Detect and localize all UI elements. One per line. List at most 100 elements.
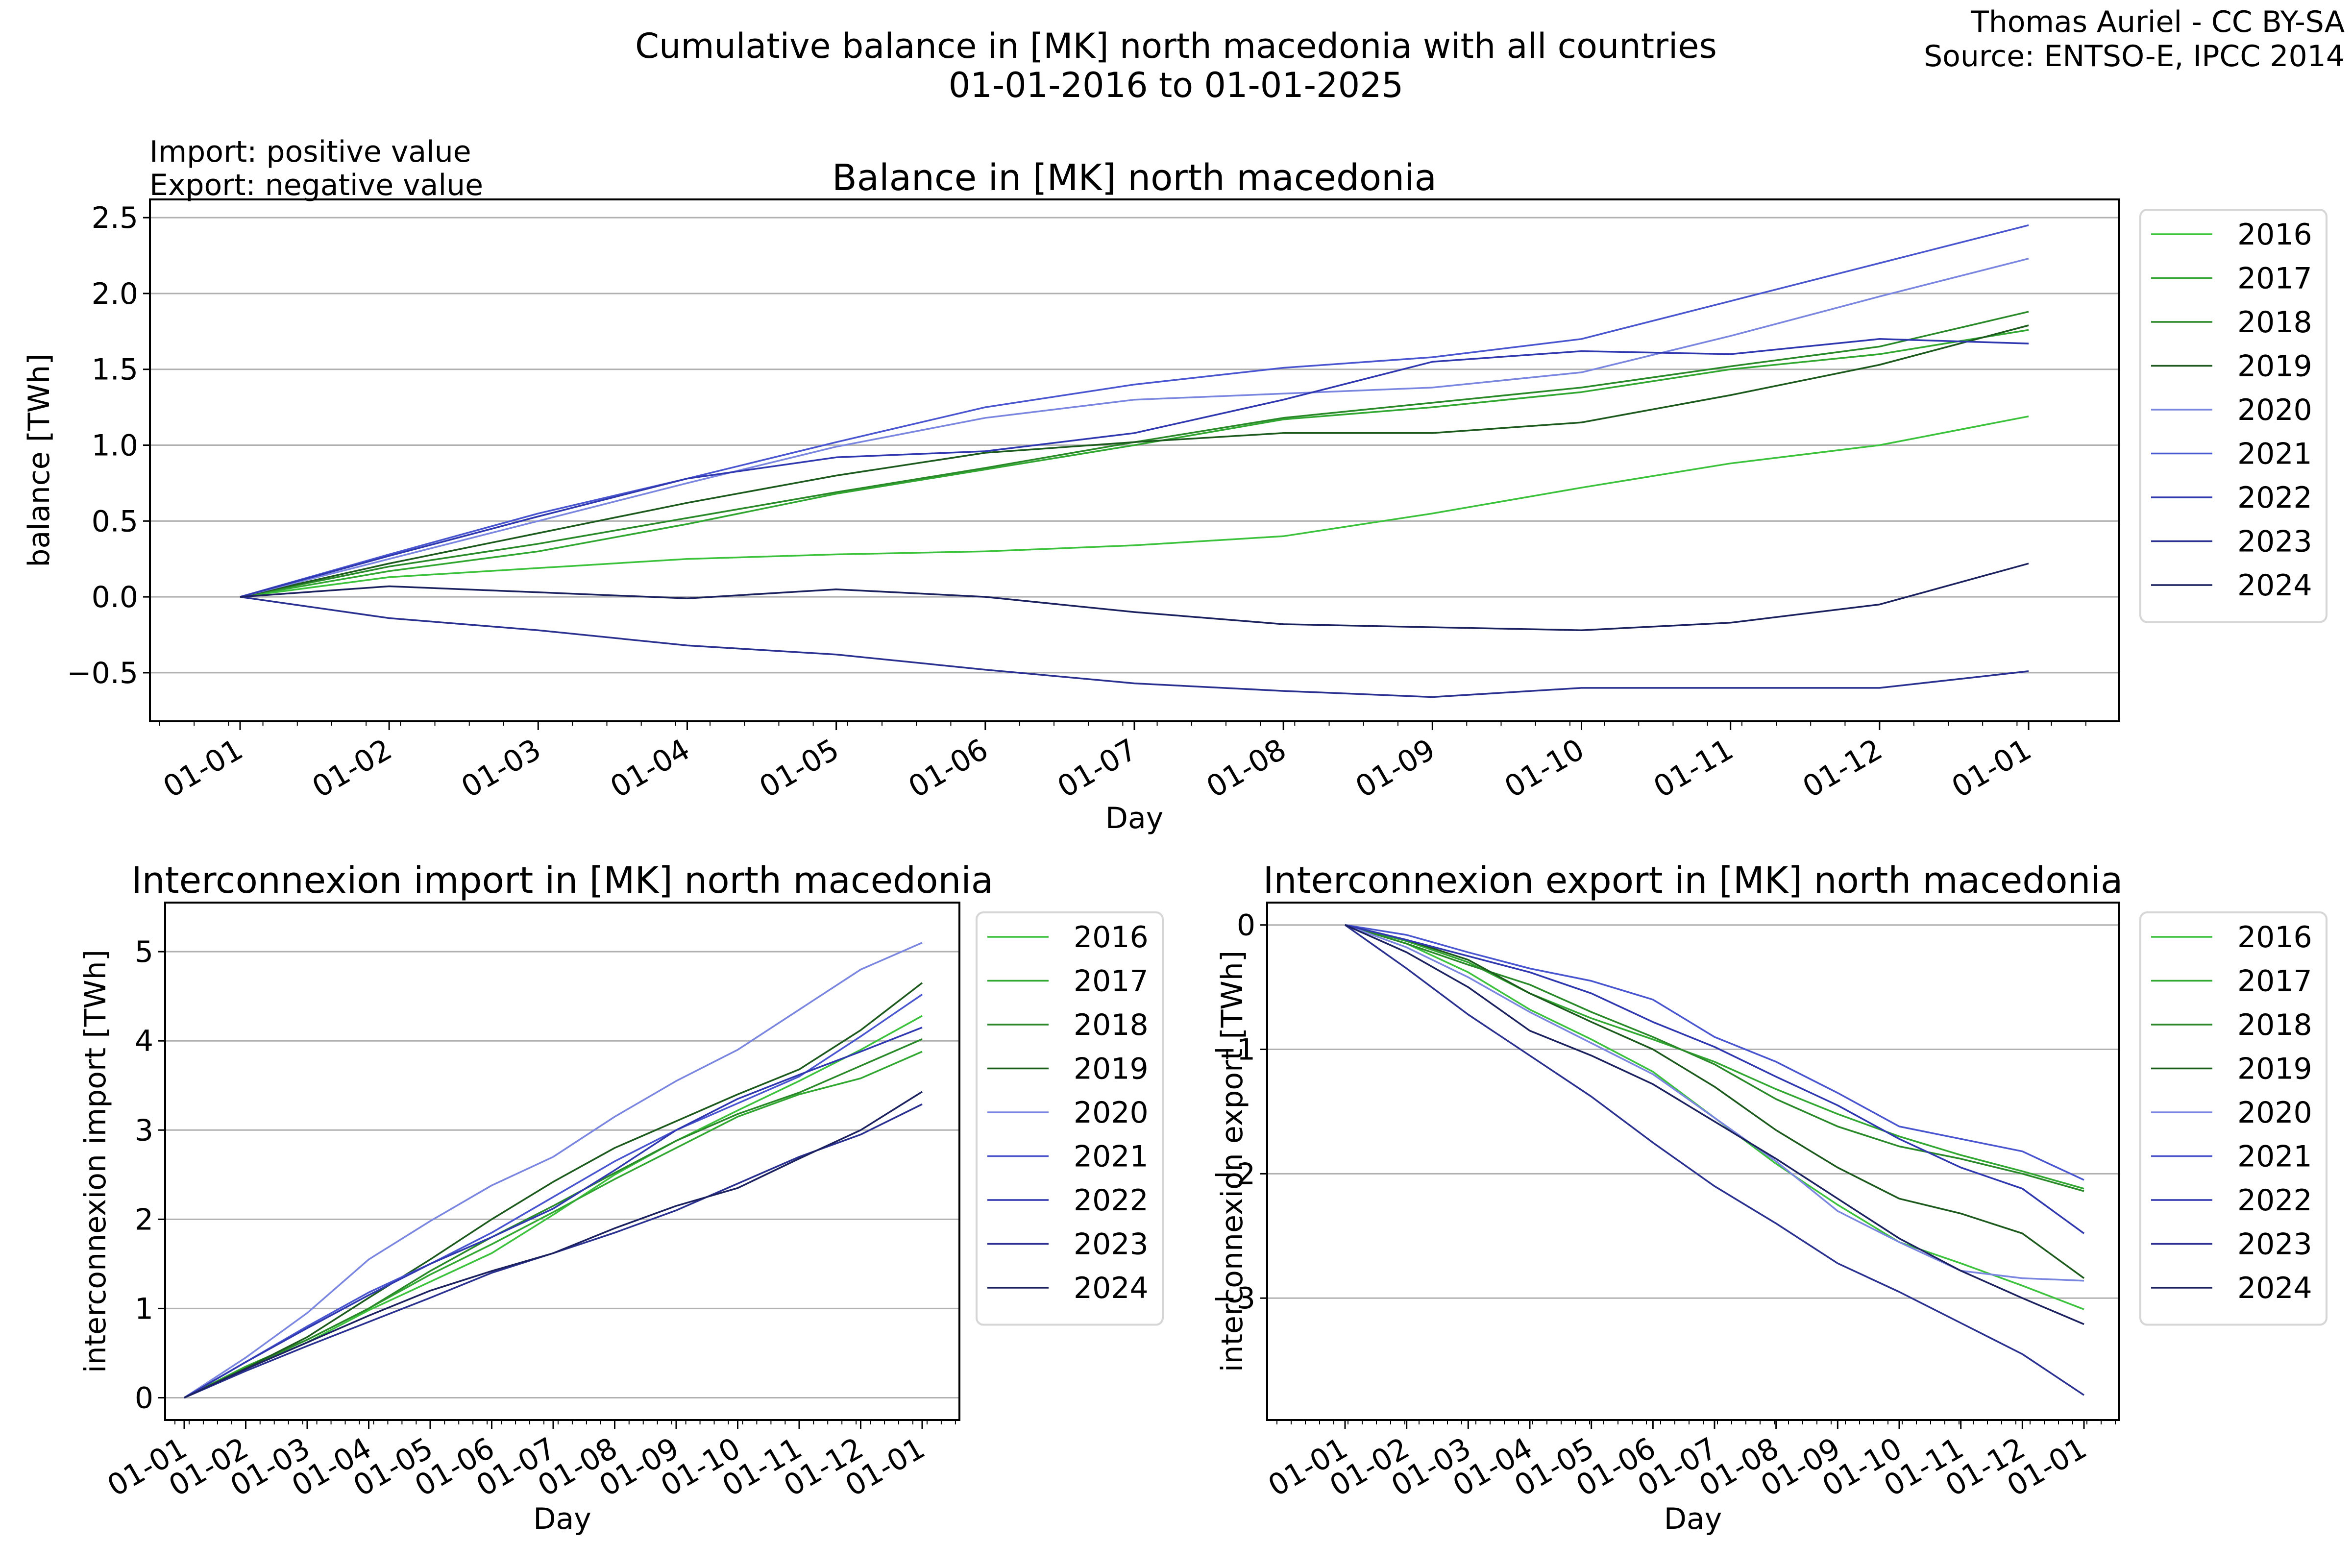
y-tick-label: 2.0 xyxy=(92,277,138,311)
series-line-2023 xyxy=(240,596,2029,698)
legend-label: 2022 xyxy=(2237,1183,2312,1218)
y-tick-label: 3 xyxy=(135,1113,153,1148)
note-import: Import: positive value xyxy=(149,135,471,169)
y-tick-label: 2 xyxy=(135,1202,153,1237)
y-tick-label: 5 xyxy=(135,935,153,969)
legend-item: 2023 xyxy=(2151,1227,2312,1262)
y-axis-label: interconnexion import [TWh] xyxy=(78,950,113,1373)
legend-item: 2021 xyxy=(2151,1140,2312,1174)
legend-item: 2021 xyxy=(987,1140,1149,1174)
y-tick-label: 2.5 xyxy=(92,201,138,235)
y-tick-label: −3 xyxy=(1212,1281,1255,1316)
legend-item: 2019 xyxy=(2151,1052,2312,1086)
legend-label: 2020 xyxy=(2237,393,2312,427)
legend: 2016 2017 2018 2019 2020 2021 2022 2023 2024 xyxy=(976,911,1164,1326)
legend-item: 2019 xyxy=(2151,349,2312,384)
series-line-2020 xyxy=(184,942,923,1398)
x-tick-label: 01-01 xyxy=(1946,732,2037,805)
plot-frame xyxy=(149,198,2120,722)
series-line-2021 xyxy=(1345,924,2084,1181)
legend-label: 2022 xyxy=(1074,1183,1149,1218)
chart-title: Interconnexion import in [MK] north mace… xyxy=(131,859,993,902)
legend-label: 2016 xyxy=(2237,218,2312,252)
legend-item: 2020 xyxy=(2151,393,2312,427)
legend-item: 2022 xyxy=(2151,481,2312,515)
legend-label: 2018 xyxy=(2237,1008,2312,1042)
x-tick-label: 01-04 xyxy=(605,732,696,805)
balance-chart: −0.5 0.0 0.5 1.0 1.5 2.0 2.5 01-01 01-02 01-03 01-… xyxy=(22,157,2328,835)
x-tick-label: 01-10 xyxy=(1499,732,1590,805)
series-line-2016 xyxy=(240,415,2029,598)
legend-label: 2016 xyxy=(2237,920,2312,955)
y-tick-label: 0 xyxy=(135,1381,153,1415)
legend-item: 2023 xyxy=(2151,525,2312,559)
y-tick-label: 0.0 xyxy=(92,580,138,614)
legend-item: 2018 xyxy=(2151,1008,2312,1042)
legend-label: 2018 xyxy=(1074,1008,1149,1042)
x-tick-label: 01-08 xyxy=(1201,732,1292,805)
x-tick-label: 01-01 xyxy=(158,732,249,805)
y-tick-label: −1 xyxy=(1212,1033,1255,1067)
series-line-2018 xyxy=(240,311,2029,598)
credit-source: Source: ENTSO-E, IPCC 2014 xyxy=(1924,39,2345,74)
series-line-2020 xyxy=(240,258,2029,598)
legend-item: 2018 xyxy=(987,1008,1149,1042)
legend-label: 2023 xyxy=(2237,1227,2312,1262)
series-line-2022 xyxy=(184,1027,923,1399)
legend-item: 2022 xyxy=(2151,1183,2312,1218)
legend-item: 2024 xyxy=(2151,568,2312,603)
series-line-2018 xyxy=(184,1038,923,1399)
legend-label: 2019 xyxy=(1074,1052,1149,1086)
plot-frame xyxy=(164,902,960,1421)
legend-label: 2021 xyxy=(2237,437,2312,471)
series-line-2020 xyxy=(1345,924,2084,1282)
x-tick-label: 01-06 xyxy=(903,732,994,805)
series-line-2022 xyxy=(1345,924,2085,1234)
legend: 2016 2017 2018 2019 2020 2021 2022 2023 2024 xyxy=(2139,209,2328,623)
legend-label: 2019 xyxy=(2237,1052,2312,1086)
legend-label: 2019 xyxy=(2237,349,2312,384)
chart-title: Balance in [MK] north macedonia xyxy=(832,157,1437,199)
legend-item: 2024 xyxy=(987,1271,1149,1305)
legend-label: 2023 xyxy=(2237,525,2312,559)
series-line-2023 xyxy=(1344,924,2084,1396)
legend-label: 2023 xyxy=(1074,1227,1149,1262)
series-line-2024 xyxy=(1345,924,2084,1325)
legend-frame xyxy=(2139,209,2328,623)
x-tick-label: 01-07 xyxy=(1052,732,1143,805)
legend-label: 2024 xyxy=(2237,568,2312,603)
x-tick-label: 01-02 xyxy=(307,732,398,805)
y-axis-label: balance [TWh] xyxy=(22,353,56,567)
legend-item: 2024 xyxy=(2151,1271,2312,1305)
credit-author: Thomas Auriel - CC BY-SA xyxy=(1970,5,2345,39)
legend-item: 2016 xyxy=(2151,218,2312,252)
legend-item: 2019 xyxy=(987,1052,1149,1086)
y-tick-label: 1 xyxy=(135,1292,153,1326)
legend-item: 2017 xyxy=(2151,262,2312,296)
legend-frame xyxy=(2139,911,2328,1326)
legend-label: 2024 xyxy=(2237,1271,2312,1305)
series-line-2017 xyxy=(240,329,2029,598)
legend-label: 2017 xyxy=(2237,262,2312,296)
legend-item: 2020 xyxy=(2151,1096,2312,1130)
series-line-2019 xyxy=(240,324,2029,598)
legend-label: 2024 xyxy=(1074,1271,1149,1305)
legend-item: 2021 xyxy=(2151,437,2312,471)
series-line-2018 xyxy=(1345,924,2084,1192)
series-line-2024 xyxy=(240,563,2029,631)
series-line-2023 xyxy=(184,1103,923,1399)
series-line-2021 xyxy=(184,994,923,1399)
legend-label: 2022 xyxy=(2237,481,2312,515)
import-chart: 01234501-0101-0201-0301-0401-0501-0601-0… xyxy=(78,859,1164,1536)
legend-label: 2016 xyxy=(1074,920,1149,955)
series-line-2022 xyxy=(240,338,2029,598)
legend-item: 2022 xyxy=(987,1183,1149,1218)
series-line-2021 xyxy=(240,224,2029,598)
figure-title-line1: Cumulative balance in [MK] north macedon… xyxy=(635,26,1717,66)
y-tick-label: −0.5 xyxy=(67,656,138,690)
legend-label: 2017 xyxy=(2237,964,2312,999)
legend-label: 2021 xyxy=(1074,1140,1149,1174)
legend-item: 2020 xyxy=(987,1096,1149,1130)
legend-item: 2023 xyxy=(987,1227,1149,1262)
